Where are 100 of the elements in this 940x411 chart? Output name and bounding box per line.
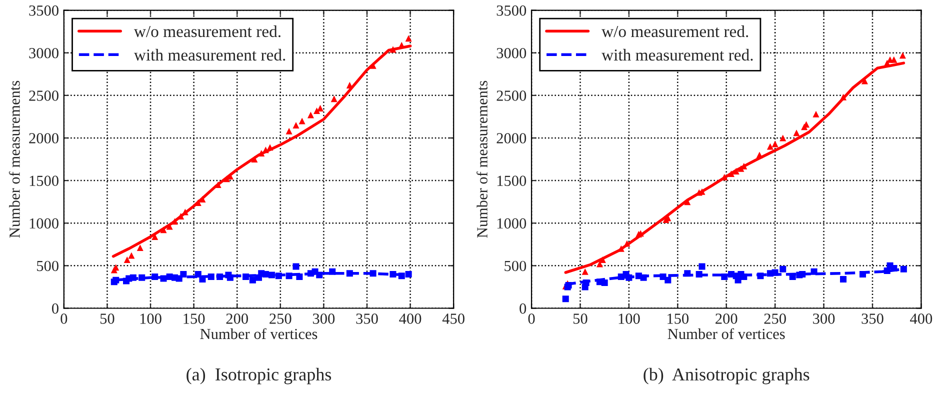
point bbox=[216, 273, 224, 280]
y-tick-label: 500 bbox=[504, 260, 526, 272]
point bbox=[390, 270, 396, 278]
point bbox=[732, 168, 740, 174]
point bbox=[640, 274, 647, 281]
point bbox=[194, 270, 202, 278]
text: (a) Isotropic graphs bbox=[186, 368, 332, 384]
point bbox=[172, 218, 178, 225]
point bbox=[684, 198, 691, 206]
point bbox=[900, 266, 907, 272]
point bbox=[130, 274, 136, 281]
point bbox=[314, 107, 320, 114]
point bbox=[258, 150, 265, 157]
point bbox=[390, 46, 396, 53]
point bbox=[840, 94, 847, 100]
x-tick-label: 250 bbox=[764, 314, 786, 324]
x-tick-label: 350 bbox=[356, 314, 378, 324]
point bbox=[601, 279, 608, 286]
point bbox=[199, 276, 206, 283]
line-series bbox=[112, 44, 412, 258]
point bbox=[136, 244, 144, 252]
x-tick-label: 300 bbox=[312, 314, 335, 324]
point bbox=[298, 118, 306, 124]
point bbox=[266, 144, 274, 151]
legend-label: w/o measurement red. bbox=[602, 25, 748, 38]
y-tick-label: 1000 bbox=[30, 218, 58, 229]
point bbox=[226, 274, 234, 281]
y-tick-label: 3000 bbox=[29, 48, 58, 58]
point bbox=[208, 273, 214, 280]
x-axis-title: Number of vertices bbox=[200, 328, 318, 340]
point bbox=[262, 146, 269, 154]
x-tick-label: 400 bbox=[399, 314, 422, 324]
point bbox=[199, 196, 206, 203]
point bbox=[840, 276, 847, 283]
point bbox=[251, 156, 258, 163]
point bbox=[810, 268, 818, 275]
legend-label: w/o measurement red. bbox=[134, 25, 280, 38]
y-tick-label: 2000 bbox=[29, 133, 58, 144]
point bbox=[698, 263, 706, 270]
point bbox=[398, 272, 405, 280]
point bbox=[262, 270, 269, 278]
point bbox=[884, 60, 890, 66]
point bbox=[582, 268, 588, 275]
point bbox=[664, 276, 672, 284]
point bbox=[405, 270, 412, 278]
x-tick-label: 0 bbox=[60, 314, 68, 324]
point bbox=[780, 134, 786, 142]
point bbox=[772, 269, 778, 276]
point bbox=[721, 273, 728, 280]
point bbox=[562, 296, 569, 302]
x-tick-label: 300 bbox=[813, 314, 835, 324]
point bbox=[346, 270, 353, 277]
x-tick-label: 200 bbox=[716, 314, 738, 324]
point bbox=[242, 273, 250, 280]
point bbox=[812, 110, 820, 118]
point bbox=[756, 152, 763, 158]
y-tick-label: 2500 bbox=[29, 90, 58, 101]
point bbox=[899, 52, 906, 59]
point bbox=[316, 104, 324, 112]
point bbox=[859, 270, 866, 278]
x-tick-label: 250 bbox=[270, 314, 292, 324]
x-tick-label: 50 bbox=[100, 314, 114, 324]
y-axis-title: Number of measurements bbox=[476, 80, 488, 238]
y-tick-label: 1500 bbox=[497, 176, 526, 186]
y-tick-label: 1500 bbox=[30, 176, 58, 186]
x-tick-label: 400 bbox=[910, 314, 932, 324]
point bbox=[138, 274, 146, 281]
point bbox=[890, 56, 898, 63]
point bbox=[757, 272, 764, 280]
y-tick-label: 2000 bbox=[496, 133, 526, 144]
x-axis-title: Number of vertices bbox=[668, 328, 785, 340]
x-tick-label: 150 bbox=[184, 314, 205, 324]
x-tick-label: 100 bbox=[140, 314, 162, 324]
y-tick-label: 2500 bbox=[496, 90, 526, 101]
point bbox=[214, 182, 222, 188]
point bbox=[124, 256, 130, 263]
x-tick-label: 350 bbox=[862, 314, 884, 324]
point bbox=[696, 270, 702, 278]
point bbox=[626, 274, 632, 281]
y-tick-label: 0 bbox=[52, 303, 58, 314]
point bbox=[286, 128, 292, 134]
point bbox=[684, 270, 691, 277]
point bbox=[799, 270, 806, 278]
point bbox=[890, 264, 898, 272]
x-tick-label: 0 bbox=[528, 314, 535, 324]
point bbox=[249, 276, 256, 284]
point bbox=[223, 176, 230, 182]
legend-label: with measurement red. bbox=[134, 48, 286, 61]
point bbox=[772, 140, 778, 148]
point bbox=[346, 82, 353, 88]
point bbox=[268, 272, 276, 278]
y-tick-label: 1000 bbox=[497, 218, 526, 229]
point bbox=[793, 130, 800, 136]
point bbox=[582, 279, 590, 286]
point bbox=[180, 270, 187, 278]
point bbox=[160, 226, 167, 234]
point bbox=[316, 272, 323, 278]
legend-label: with measurement red. bbox=[602, 48, 753, 61]
point bbox=[296, 273, 303, 280]
point bbox=[624, 240, 630, 247]
